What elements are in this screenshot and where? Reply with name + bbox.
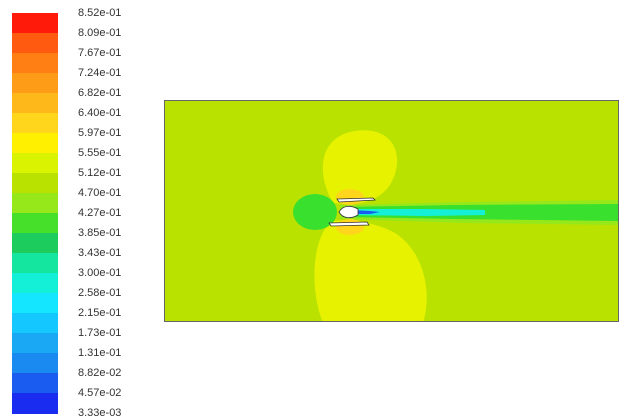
colorbar-tick-label: 7.67e-01 [78, 47, 122, 59]
colorbar-swatch [12, 213, 58, 234]
colorbar-swatch [12, 113, 58, 134]
colorbar-swatch [12, 293, 58, 314]
colorbar-tick-label: 7.24e-01 [78, 67, 122, 79]
contour-plot [164, 100, 619, 322]
colorbar-swatch [12, 53, 58, 74]
lower-blade-tip [336, 219, 364, 235]
center-body [338, 205, 359, 219]
colorbar-swatch [12, 393, 58, 414]
colorbar-swatch [12, 193, 58, 214]
colorbar-tick-label: 3.00e-01 [78, 267, 122, 279]
colorbar [12, 13, 58, 414]
colorbar-swatch [12, 313, 58, 334]
colorbar-tick-label: 4.27e-01 [78, 207, 122, 219]
upper-yellow-lobe [322, 130, 398, 205]
upper-blade [336, 197, 376, 203]
colorbar-tick-label: 1.31e-01 [78, 347, 122, 359]
colorbar-tick-label: 3.85e-01 [78, 227, 122, 239]
colorbar-swatch [12, 373, 58, 394]
colorbar-tick-label: 8.52e-01 [78, 7, 122, 19]
wake-cyan [347, 209, 485, 216]
colorbar-tick-label: 5.97e-01 [78, 127, 122, 139]
colorbar-tick-label: 3.33e-03 [78, 407, 122, 419]
colorbar-swatch [12, 153, 58, 174]
colorbar-tick-label: 5.12e-01 [78, 167, 122, 179]
contour-field [165, 101, 618, 321]
colorbar-tick-label: 5.55e-01 [78, 147, 122, 159]
upper-blade-tip [336, 189, 364, 205]
colorbar-swatch [12, 353, 58, 374]
colorbar-tick-label: 1.73e-01 [78, 327, 122, 339]
colorbar-swatch [12, 73, 58, 94]
colorbar-tick-label: 6.82e-01 [78, 87, 122, 99]
colorbar-swatch [12, 13, 58, 34]
colorbar-tick-label: 4.70e-01 [78, 187, 122, 199]
colorbar-swatch [12, 93, 58, 114]
colorbar-tick-label: 8.09e-01 [78, 27, 122, 39]
colorbar-tick-label: 8.82e-02 [78, 367, 122, 379]
colorbar-swatch [12, 273, 58, 294]
colorbar-tick-label: 4.57e-02 [78, 387, 122, 399]
colorbar-tick-label: 3.43e-01 [78, 247, 122, 259]
colorbar-tick-label: 6.40e-01 [78, 107, 122, 119]
colorbar-swatch [12, 173, 58, 194]
lower-yellow-lobe [314, 220, 427, 321]
colorbar-swatch [12, 253, 58, 274]
colorbar-labels: 8.52e-01 8.09e-01 7.67e-01 7.24e-01 6.82e-01… [64, 0, 154, 420]
colorbar-swatch [12, 333, 58, 354]
colorbar-swatch [12, 133, 58, 154]
lower-blade [328, 221, 370, 227]
colorbar-swatch [12, 33, 58, 54]
colorbar-tick-label: 2.15e-01 [78, 307, 122, 319]
front-green-region [293, 194, 337, 230]
colorbar-tick-label: 2.58e-01 [78, 287, 122, 299]
colorbar-swatch [12, 233, 58, 254]
